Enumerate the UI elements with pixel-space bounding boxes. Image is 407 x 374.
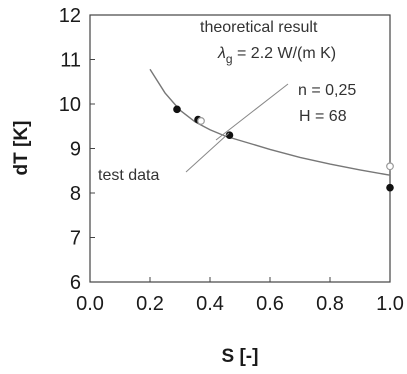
x-axis-title: S [-] bbox=[222, 346, 259, 367]
test-point-3 bbox=[386, 183, 394, 192]
lambda-symbol: λ bbox=[217, 45, 226, 62]
x-tick-label-1: 0.2 bbox=[136, 293, 164, 315]
x-tick-label-5: 1.0 bbox=[376, 293, 404, 315]
x-tick-label-4: 0.8 bbox=[316, 293, 344, 315]
y-tick-label-4: 10 bbox=[59, 94, 81, 116]
y-tick-label-0: 6 bbox=[70, 272, 81, 294]
test-data-label: test data bbox=[98, 167, 159, 184]
ticks-layer: 0.0 0.2 0.4 0.6 0.8 1.0 6 7 8 9 10 11 12 bbox=[59, 5, 404, 315]
theory-label: theoretical result bbox=[200, 19, 318, 36]
series-layer bbox=[149, 68, 394, 192]
lambda-subscript: g bbox=[226, 52, 233, 66]
theory-leader-line bbox=[215, 83, 289, 141]
y-tick-label-5: 11 bbox=[60, 50, 81, 72]
n-label: n = 0,25 bbox=[298, 82, 356, 99]
open-point-0 bbox=[197, 117, 205, 125]
y-tick-label-1: 7 bbox=[70, 228, 81, 250]
lambda-value: = 2.2 W/(m K) bbox=[233, 45, 337, 62]
lambda-label: λg = 2.2 W/(m K) bbox=[217, 45, 336, 66]
x-tick-label-3: 0.6 bbox=[256, 293, 284, 315]
open-point-1 bbox=[386, 162, 394, 171]
x-tick-label-0: 0.0 bbox=[76, 293, 104, 315]
y-tick-label-6: 12 bbox=[59, 5, 81, 27]
x-tick-label-2: 0.4 bbox=[196, 293, 224, 315]
y-tick-label-2: 8 bbox=[70, 183, 81, 205]
test-point-0 bbox=[173, 105, 181, 114]
test-leader-line bbox=[185, 132, 230, 173]
h-label: H = 68 bbox=[299, 108, 347, 125]
y-tick-label-3: 9 bbox=[70, 139, 81, 161]
y-axis-title: dT [K] bbox=[11, 121, 32, 176]
